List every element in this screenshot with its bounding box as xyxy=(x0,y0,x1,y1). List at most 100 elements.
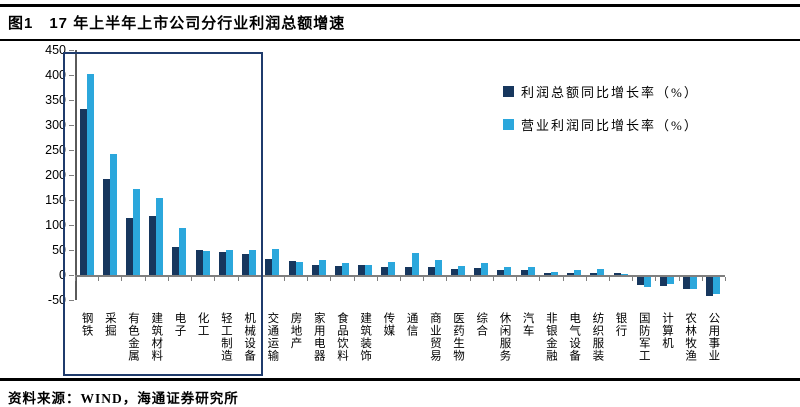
bar-operating-profit-growth xyxy=(295,261,303,275)
y-axis-label: 400 xyxy=(45,68,66,82)
y-axis-label: 50 xyxy=(52,243,66,257)
bar-operating-profit-growth xyxy=(411,252,419,275)
x-axis-label: 家用电器 xyxy=(312,312,325,362)
x-axis-label: 采掘 xyxy=(103,312,116,337)
x-axis-tick xyxy=(632,277,634,281)
x-axis-tick xyxy=(307,277,309,281)
x-axis-label: 电子 xyxy=(173,312,186,337)
y-axis-tick xyxy=(69,300,74,301)
y-axis-label: 200 xyxy=(45,168,66,182)
x-axis-label: 公用事业 xyxy=(707,312,720,362)
y-axis-tick xyxy=(69,125,74,126)
legend-item: 利润总额同比增长率（%） xyxy=(503,82,699,101)
bar-total-profit-growth xyxy=(79,108,87,275)
figure-header: 图1 17 年上半年上市公司分行业利润总额增速 xyxy=(0,4,800,41)
bar-operating-profit-growth xyxy=(86,74,94,275)
x-axis-tick xyxy=(469,277,471,281)
x-axis-tick xyxy=(701,277,703,281)
x-axis-tick xyxy=(400,277,401,281)
y-axis-label: 250 xyxy=(45,143,66,157)
y-axis-tick xyxy=(69,225,74,226)
bar-operating-profit-growth xyxy=(434,260,442,275)
bar-total-profit-growth xyxy=(358,264,366,275)
x-axis-label: 国防军工 xyxy=(637,312,650,362)
bar-operating-profit-growth xyxy=(458,266,466,275)
x-axis-tick xyxy=(121,277,123,281)
y-axis-label: 150 xyxy=(45,193,66,207)
bar-total-profit-growth xyxy=(149,216,157,275)
legend-label: 利润总额同比增长率（%） xyxy=(521,85,699,100)
x-axis-label: 交通运输 xyxy=(266,312,279,362)
bar-operating-profit-growth xyxy=(202,251,210,275)
bar-total-profit-growth xyxy=(659,277,667,286)
x-axis-label: 建筑装饰 xyxy=(359,312,372,362)
bar-operating-profit-growth xyxy=(713,277,721,294)
bar-total-profit-growth xyxy=(451,268,459,275)
bar-operating-profit-growth xyxy=(249,250,257,275)
x-axis-label: 房地产 xyxy=(289,312,302,350)
bar-total-profit-growth xyxy=(242,253,250,275)
bar-total-profit-growth xyxy=(311,265,319,275)
x-axis-tick xyxy=(98,277,100,281)
bar-total-profit-growth xyxy=(636,277,644,285)
legend-label: 营业利润同比增长率（%） xyxy=(521,118,699,133)
bar-operating-profit-growth xyxy=(156,197,164,275)
figure-title: 图1 17 年上半年上市公司分行业利润总额增速 xyxy=(8,15,346,32)
x-axis-label: 农林牧渔 xyxy=(684,312,697,362)
x-axis-label: 化工 xyxy=(196,312,209,337)
bar-total-profit-growth xyxy=(404,267,412,275)
bar-operating-profit-growth xyxy=(318,259,326,275)
y-axis-tick xyxy=(69,75,74,76)
x-axis-tick xyxy=(191,277,193,281)
bar-operating-profit-growth xyxy=(504,267,512,275)
x-axis-label: 非银金融 xyxy=(544,312,557,362)
bar-operating-profit-growth xyxy=(643,277,651,287)
x-axis-label: 建筑材料 xyxy=(150,312,163,362)
x-axis-label: 计算机 xyxy=(660,312,673,350)
y-axis-tick xyxy=(69,150,74,151)
bar-operating-profit-growth xyxy=(272,248,280,275)
x-axis-tick xyxy=(492,277,494,281)
bar-operating-profit-growth xyxy=(388,262,396,275)
y-axis-label: 350 xyxy=(45,93,66,107)
bar-operating-profit-growth xyxy=(690,277,698,289)
bar-total-profit-growth xyxy=(497,269,505,275)
y-axis-label: 100 xyxy=(45,218,66,232)
x-axis-tick xyxy=(655,277,657,281)
bar-operating-profit-growth xyxy=(109,154,117,275)
legend-swatch-icon xyxy=(503,86,514,97)
y-axis-tick xyxy=(69,50,74,51)
bar-chart: 450 400 350 300 250 200 150 100 50 0 -50 钢铁 采掘 有色金属 建筑… xyxy=(0,38,800,378)
bar-total-profit-growth xyxy=(218,251,226,275)
x-axis-tick xyxy=(678,277,680,281)
legend-swatch-icon xyxy=(503,119,514,130)
y-axis-label: -50 xyxy=(47,293,66,307)
x-axis-tick xyxy=(562,277,564,281)
bar-total-profit-growth xyxy=(474,267,482,275)
bar-operating-profit-growth xyxy=(225,250,233,275)
bar-operating-profit-growth xyxy=(620,273,628,275)
x-axis-label: 机械设备 xyxy=(243,312,256,362)
bar-total-profit-growth xyxy=(381,266,389,275)
bar-total-profit-growth xyxy=(613,272,621,275)
x-axis-label: 银行 xyxy=(614,312,627,337)
x-axis-tick xyxy=(144,277,146,281)
bar-total-profit-growth xyxy=(520,270,528,275)
bar-operating-profit-growth xyxy=(179,227,187,275)
bar-total-profit-growth xyxy=(543,272,551,275)
x-axis-tick xyxy=(608,277,610,281)
x-axis-label: 纺织服装 xyxy=(591,312,604,362)
x-axis-line xyxy=(75,275,725,277)
x-axis-tick xyxy=(237,277,239,281)
legend: 利润总额同比增长率（%） 营业利润同比增长率（%） xyxy=(503,82,699,148)
x-axis-label: 食品饮料 xyxy=(335,312,348,362)
bar-total-profit-growth xyxy=(265,258,273,275)
y-axis-line xyxy=(75,50,77,300)
y-axis-tick xyxy=(69,275,74,276)
x-axis-label: 综合 xyxy=(475,312,488,337)
x-axis-tick xyxy=(423,277,425,281)
bar-operating-profit-growth xyxy=(133,189,141,275)
bar-total-profit-growth xyxy=(590,273,598,275)
bar-total-profit-growth xyxy=(126,217,134,275)
